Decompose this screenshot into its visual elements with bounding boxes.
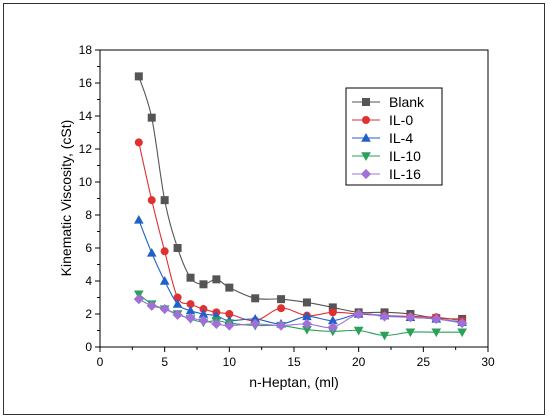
axis-ticks: 0 5 10 15 20 25 30 0 2 4 6 8 10 12 14 16 18 xyxy=(79,43,495,369)
data-point-il-0 xyxy=(134,138,143,147)
legend-label-blank: Blank xyxy=(389,94,425,110)
data-point-il-16 xyxy=(276,320,287,331)
data-point-il-16 xyxy=(159,303,170,315)
legend-marker-il-16 xyxy=(360,168,372,180)
data-point-blank xyxy=(160,196,169,205)
legend-marker-il-4 xyxy=(361,133,371,142)
y-tick-label: 10 xyxy=(79,175,93,189)
legend-label-il-16: IL-16 xyxy=(389,166,421,182)
data-point-il-10 xyxy=(431,328,442,338)
data-point-blank xyxy=(277,295,286,304)
data-point-il-4 xyxy=(159,276,170,285)
data-point-il-16 xyxy=(353,308,364,320)
data-point-il-16 xyxy=(379,311,390,322)
y-tick-label: 12 xyxy=(79,142,93,156)
series-il-16 xyxy=(133,294,468,333)
data-point-il-16 xyxy=(198,315,209,326)
x-tick-label: 5 xyxy=(161,355,168,369)
data-point-il-16 xyxy=(133,294,144,305)
legend-label-il-10: IL-10 xyxy=(389,148,421,164)
y-tick-label: 16 xyxy=(79,76,93,90)
data-point-blank xyxy=(212,275,221,284)
data-point-blank xyxy=(173,243,182,252)
y-axis-title: Kinematic Viscosity, (cSt) xyxy=(58,120,74,277)
data-point-il-10 xyxy=(353,326,364,336)
data-point-il-0 xyxy=(147,196,156,205)
y-tick-label: 14 xyxy=(79,109,93,123)
data-point-il-10 xyxy=(379,331,390,341)
x-axis-title: n-Heptan, (ml) xyxy=(249,374,338,390)
data-point-il-16 xyxy=(211,318,222,329)
data-point-il-0 xyxy=(160,247,169,256)
x-tick-label: 0 xyxy=(97,355,104,369)
data-point-il-16 xyxy=(250,318,261,329)
data-point-il-16 xyxy=(224,320,235,331)
data-point-blank xyxy=(302,298,311,307)
data-point-il-4 xyxy=(133,214,144,224)
y-tick-label: 2 xyxy=(85,307,92,321)
y-tick-label: 8 xyxy=(85,208,92,222)
data-point-il-16 xyxy=(405,312,416,323)
figure-frame xyxy=(3,3,545,415)
data-point-blank xyxy=(251,294,260,303)
data-point-il-16 xyxy=(185,313,196,324)
data-point-il-4 xyxy=(146,247,157,257)
series-layer xyxy=(133,72,468,341)
series-il-4 xyxy=(133,214,467,328)
y-tick-label: 18 xyxy=(79,43,93,57)
data-point-il-16 xyxy=(146,300,157,311)
y-tick-label: 4 xyxy=(85,274,92,288)
y-tick-label: 0 xyxy=(85,340,92,354)
data-point-il-16 xyxy=(457,318,468,329)
y-tick-label: 6 xyxy=(85,241,92,255)
legend: Blank IL-0 IL-4 IL-10 IL-16 xyxy=(345,87,443,186)
data-point-il-16 xyxy=(327,322,338,333)
legend-label-il-4: IL-4 xyxy=(389,130,413,146)
data-point-il-0 xyxy=(328,308,337,317)
x-tick-label: 20 xyxy=(352,355,366,369)
data-point-il-10 xyxy=(405,328,416,338)
legend-marker-blank xyxy=(361,98,370,107)
data-point-blank xyxy=(186,273,195,282)
data-point-il-10 xyxy=(457,328,467,338)
data-point-blank xyxy=(225,283,234,292)
data-point-il-16 xyxy=(431,313,442,325)
data-point-blank xyxy=(134,72,143,81)
x-tick-label: 25 xyxy=(417,355,431,369)
legend-marker-il-0 xyxy=(361,116,370,125)
data-point-il-0 xyxy=(277,304,286,313)
data-point-il-4 xyxy=(172,299,183,308)
legend-marker-il-10 xyxy=(361,152,371,161)
legend-label-il-0: IL-0 xyxy=(389,112,413,128)
x-tick-label: 15 xyxy=(287,355,301,369)
x-tick-label: 10 xyxy=(223,355,237,369)
data-point-il-16 xyxy=(301,318,312,329)
data-point-blank xyxy=(199,280,208,289)
data-point-blank xyxy=(147,113,156,122)
data-point-il-16 xyxy=(172,309,183,320)
x-tick-label: 30 xyxy=(481,355,495,369)
